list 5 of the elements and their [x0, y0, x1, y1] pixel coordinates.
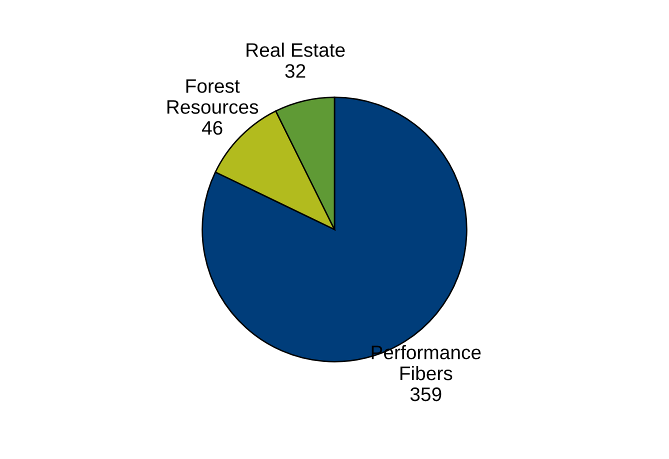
data-label: 46: [202, 121, 222, 135]
data-label: 32: [285, 64, 306, 78]
data-label: 359: [410, 387, 442, 402]
slice-label: Forest Resources: [167, 79, 258, 114]
slice-label: Real Estate: [246, 42, 345, 57]
